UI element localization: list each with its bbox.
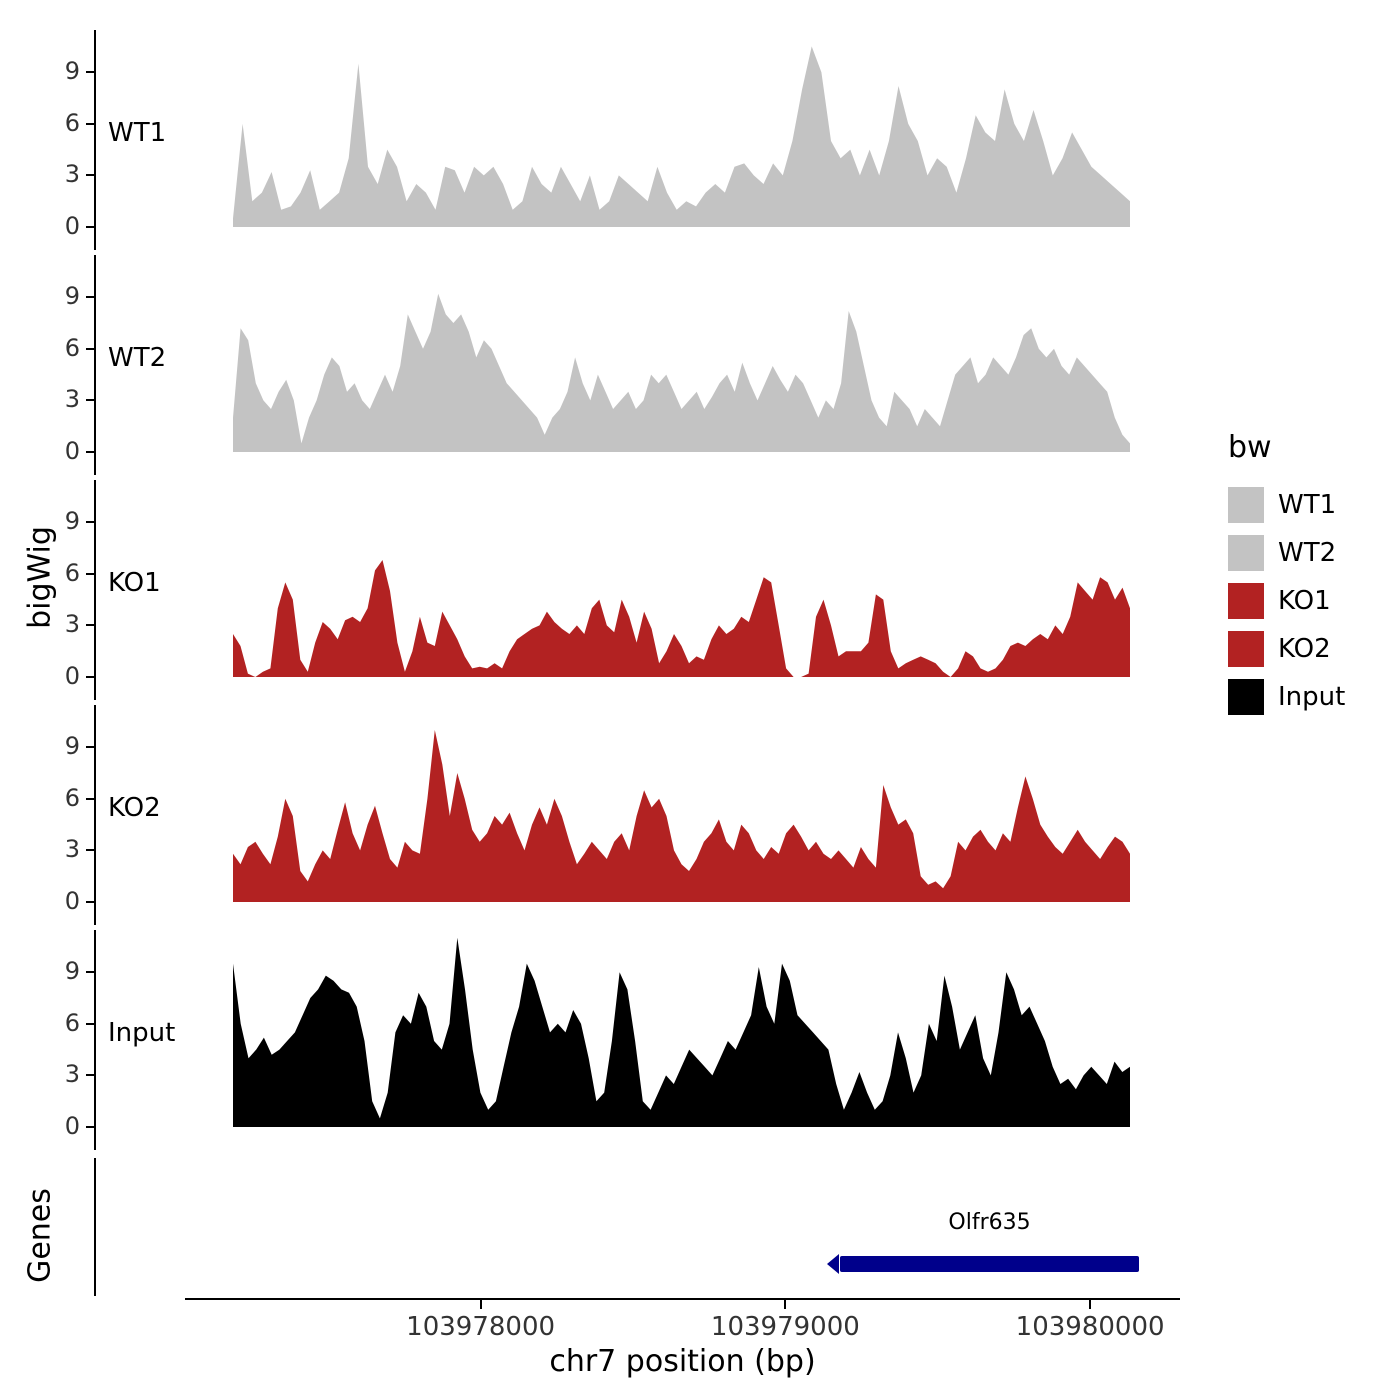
genes-panel: Olfr635 <box>0 1158 1400 1300</box>
legend-title: bw <box>1228 430 1272 465</box>
y-tick-mark <box>86 347 95 350</box>
y-tick-mark <box>86 296 95 299</box>
coverage-area-wt1 <box>233 46 1130 228</box>
y-tick-mark <box>86 399 95 402</box>
y-tick-label: 0 <box>64 437 80 465</box>
x-tick-mark <box>784 1300 787 1309</box>
y-tick-label: 9 <box>64 732 80 761</box>
y-tick-label: 3 <box>64 610 80 639</box>
y-tick-mark <box>86 174 95 177</box>
track-label-wt2: WT2 <box>108 343 167 373</box>
coverage-area-input <box>233 937 1130 1127</box>
y-tick-label: 6 <box>64 783 80 812</box>
x-axis-line <box>185 1298 1180 1300</box>
x-tick-label: 103979000 <box>710 1312 860 1342</box>
y-tick-mark <box>86 71 95 74</box>
y-tick-label: 0 <box>64 212 80 240</box>
y-tick-mark <box>86 226 95 228</box>
y-tick-label: 0 <box>64 662 80 690</box>
y-tick-mark <box>86 521 95 524</box>
gene-body-bar <box>840 1256 1139 1272</box>
y-axis-line <box>94 480 96 700</box>
legend-entry-input: Input <box>1228 673 1398 721</box>
y-axis-line <box>94 930 96 1150</box>
legend-entry-ko2: KO2 <box>1228 625 1398 673</box>
y-tick-mark <box>86 901 95 903</box>
legend-swatch-ko1 <box>1228 583 1264 619</box>
y-tick-label: 3 <box>64 385 80 414</box>
coverage-path <box>233 560 1130 677</box>
y-tick-mark <box>86 746 95 749</box>
legend-entry-wt2: WT2 <box>1228 529 1398 577</box>
y-tick-label: 6 <box>64 333 80 362</box>
y-tick-mark <box>86 1126 95 1128</box>
y-tick-mark <box>86 624 95 627</box>
y-tick-label: 9 <box>64 957 80 986</box>
y-tick-mark <box>86 1022 95 1025</box>
y-tick-mark <box>86 971 95 974</box>
legend-swatch-wt1 <box>1228 487 1264 523</box>
y-tick-label: 9 <box>64 57 80 86</box>
y-tick-label: 6 <box>64 108 80 137</box>
legend-swatch-ko2 <box>1228 631 1264 667</box>
y-tick-label: 0 <box>64 1112 80 1140</box>
y-tick-mark <box>86 122 95 125</box>
y-axis-line <box>94 255 96 475</box>
y-axis-line <box>94 705 96 925</box>
legend-label-wt2: WT2 <box>1278 538 1337 568</box>
coverage-path <box>233 937 1130 1127</box>
track-label-ko2: KO2 <box>108 793 161 823</box>
coverage-path <box>233 730 1130 902</box>
y-axis-line <box>94 30 96 250</box>
legend-swatch-input <box>1228 679 1264 715</box>
y-tick-mark <box>86 676 95 678</box>
legend: bw WT1 WT2 KO1 KO2 Input <box>1228 430 1398 721</box>
coverage-path <box>233 46 1130 228</box>
legend-swatch-wt2 <box>1228 535 1264 571</box>
track-panel-ko2: 0 3 6 9 KO2 <box>0 705 1400 925</box>
gene-name-label: Olfr635 <box>948 1210 1031 1235</box>
gene-strand-arrow-icon <box>827 1254 840 1274</box>
track-label-input: Input <box>108 1018 176 1048</box>
y-tick-label: 6 <box>64 558 80 587</box>
y-tick-mark <box>86 797 95 800</box>
y-tick-label: 9 <box>64 507 80 536</box>
y-tick-label: 6 <box>64 1008 80 1037</box>
legend-label-input: Input <box>1278 682 1346 712</box>
legend-label-ko1: KO1 <box>1278 586 1331 616</box>
legend-label-ko2: KO2 <box>1278 634 1331 664</box>
y-tick-label: 9 <box>64 282 80 311</box>
coverage-path <box>233 293 1130 452</box>
coverage-area-ko2 <box>233 730 1130 902</box>
y-tick-mark <box>86 572 95 575</box>
y-tick-label: 3 <box>64 1060 80 1089</box>
x-tick-label: 103980000 <box>1015 1312 1165 1342</box>
y-tick-label: 3 <box>64 835 80 864</box>
track-label-ko1: KO1 <box>108 568 161 598</box>
x-tick-label: 103978000 <box>406 1312 556 1342</box>
genes-axis-line <box>94 1158 96 1296</box>
y-tick-mark <box>86 451 95 453</box>
x-tick-mark <box>479 1300 482 1309</box>
y-tick-label: 3 <box>64 160 80 189</box>
y-tick-mark <box>86 1074 95 1077</box>
legend-entry-wt1: WT1 <box>1228 481 1398 529</box>
x-axis-title: chr7 position (bp) <box>549 1344 816 1379</box>
x-tick-mark <box>1089 1300 1092 1309</box>
track-panel-ko1: 0 3 6 9 KO1 <box>0 480 1400 700</box>
track-panel-wt1: 0 3 6 9 WT1 <box>0 30 1400 250</box>
track-panel-input: 0 3 6 9 Input <box>0 930 1400 1150</box>
legend-label-wt1: WT1 <box>1278 490 1337 520</box>
y-tick-label: 0 <box>64 887 80 915</box>
coverage-area-ko1 <box>233 560 1130 677</box>
y-tick-mark <box>86 849 95 852</box>
track-panel-wt2: 0 3 6 9 WT2 <box>0 255 1400 475</box>
legend-entry-ko1: KO1 <box>1228 577 1398 625</box>
coverage-area-wt2 <box>233 293 1130 452</box>
track-label-wt1: WT1 <box>108 118 167 148</box>
